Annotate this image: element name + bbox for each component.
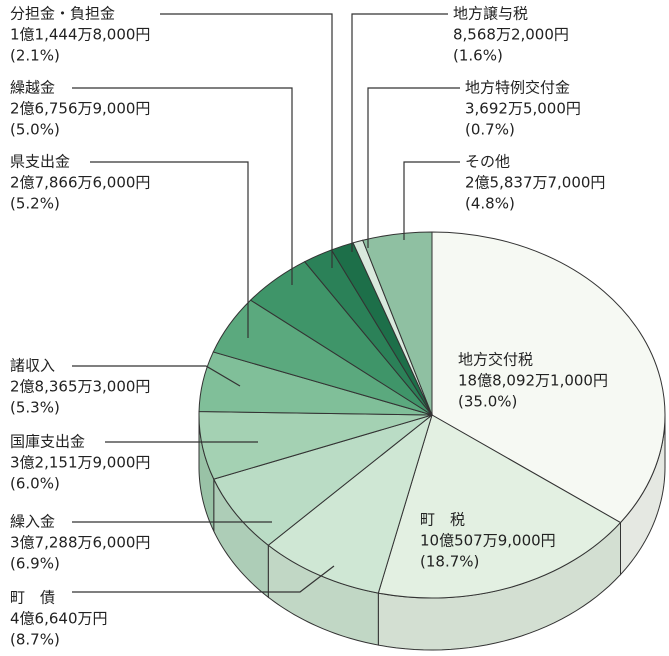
slice-amount: 2億7,866万6,000円 bbox=[10, 174, 150, 192]
slice-amount: 2億5,837万7,000円 bbox=[465, 174, 605, 192]
slice-name: その他 bbox=[465, 153, 510, 171]
leader-line bbox=[351, 13, 448, 252]
slice-percent: (6.0%) bbox=[10, 475, 60, 493]
slice-name: 地方特例交付金 bbox=[465, 79, 570, 97]
slice-amount: 1億1,444万8,000円 bbox=[10, 26, 150, 44]
leader-line bbox=[367, 87, 460, 248]
slice-amount: 18億8,092万1,000円 bbox=[458, 372, 608, 390]
slice-amount: 2億6,756万9,000円 bbox=[10, 100, 150, 118]
slice-percent: (0.7%) bbox=[465, 121, 515, 139]
slice-percent: (5.0%) bbox=[10, 121, 60, 139]
slice-amount: 2億8,365万3,000円 bbox=[10, 378, 150, 396]
pie-slice bbox=[431, 231, 666, 524]
slice-amount: 8,568万2,000円 bbox=[453, 26, 569, 44]
slice-percent: (6.9%) bbox=[10, 555, 60, 573]
slice-name: 町 税 bbox=[420, 511, 465, 529]
pie-slice bbox=[362, 231, 433, 416]
leader-line bbox=[72, 87, 293, 285]
slice-name: 町 債 bbox=[10, 589, 55, 607]
leader-line bbox=[90, 161, 249, 338]
leader-line bbox=[72, 565, 335, 593]
leader-line bbox=[403, 161, 460, 240]
slice-name: 県支出金 bbox=[10, 153, 70, 171]
pie-slice bbox=[267, 413, 433, 594]
slice-percent: (5.2%) bbox=[10, 195, 60, 213]
slice-name: 地方交付税 bbox=[458, 351, 533, 369]
slice-percent: (8.7%) bbox=[10, 631, 60, 649]
slice-percent: (35.0%) bbox=[458, 393, 517, 411]
leader-line bbox=[72, 365, 241, 387]
slice-name: 諸収入 bbox=[10, 357, 55, 375]
slice-name: 繰越金 bbox=[10, 79, 55, 97]
slice-amount: 3億2,151万9,000円 bbox=[10, 454, 150, 472]
slice-percent: (5.3%) bbox=[10, 399, 60, 417]
slice-name: 地方譲与税 bbox=[453, 5, 528, 23]
pie-slice bbox=[377, 414, 622, 599]
slice-amount: 3,692万5,000円 bbox=[465, 100, 581, 118]
slice-percent: (1.6%) bbox=[453, 47, 503, 65]
slice-percent: (4.8%) bbox=[465, 195, 515, 213]
leader-line bbox=[160, 13, 333, 268]
slice-percent: (18.7%) bbox=[420, 553, 479, 571]
slice-percent: (2.1%) bbox=[10, 47, 60, 65]
slice-name: 繰入金 bbox=[10, 513, 55, 531]
slice-amount: 10億507万9,000円 bbox=[420, 532, 556, 550]
slice-name: 分担金・負担金 bbox=[10, 5, 115, 23]
slice-amount: 4億6,640万円 bbox=[10, 610, 108, 628]
slice-name: 国庫支出金 bbox=[10, 433, 85, 451]
slice-amount: 3億7,288万6,000円 bbox=[10, 534, 150, 552]
